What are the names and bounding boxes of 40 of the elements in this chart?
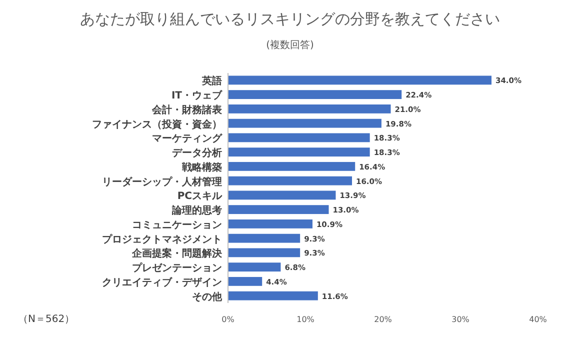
x-tick-label: 0%: [222, 315, 235, 324]
y-tick-label: プレゼンテーション: [132, 262, 222, 274]
x-tick-label: 20%: [374, 315, 392, 324]
bar: [228, 162, 356, 171]
chart-subtitle: (複数回答): [266, 39, 314, 51]
bar: [228, 90, 402, 100]
chart-title: あなたが取り組んでいるリスキリングの分野を教えてください: [80, 10, 500, 28]
x-tick-label: 40%: [529, 315, 548, 324]
bar: [228, 104, 391, 114]
bar: [228, 118, 382, 128]
y-tick-label: データ分析: [172, 147, 222, 160]
bar: [228, 219, 312, 228]
y-tick-label: 企画提案・問題解決: [131, 248, 223, 260]
bar: [228, 133, 370, 142]
bar: [228, 205, 329, 214]
bar: [228, 176, 352, 186]
y-tick-label: PCスキル: [177, 191, 223, 202]
bar: [228, 190, 336, 200]
y-tick-label: クリエイティブ・デザイン: [102, 276, 222, 288]
y-tick-label: コミュニケーション: [132, 220, 222, 231]
x-tick-label: 10%: [296, 315, 315, 324]
bar: [228, 234, 300, 243]
text: （N＝562）: [18, 314, 75, 325]
bar: [228, 262, 281, 272]
bar: [228, 248, 300, 258]
bar: [228, 76, 492, 85]
y-tick-label: マーケティング: [152, 132, 223, 145]
x-tick-label: 30%: [452, 315, 470, 324]
y-tick-label: リーダーシップ・人材管理: [102, 176, 222, 188]
y-tick-label: 論理的思考: [171, 204, 222, 217]
y-tick-label: ファイナンス（投資・資金）: [92, 118, 222, 130]
y-tick-label: プロジェクトマネジメント: [102, 233, 222, 246]
y-tick-label: 戦略構築: [181, 161, 222, 174]
bar: [228, 291, 318, 300]
y-tick-label: IT・ウェブ: [171, 90, 223, 102]
y-tick-label: 会計・財務諸表: [151, 104, 223, 116]
y-tick-label: 英語: [201, 75, 222, 88]
y-tick-label: その他: [192, 290, 223, 303]
bar: [228, 148, 370, 157]
bar: [228, 276, 262, 286]
